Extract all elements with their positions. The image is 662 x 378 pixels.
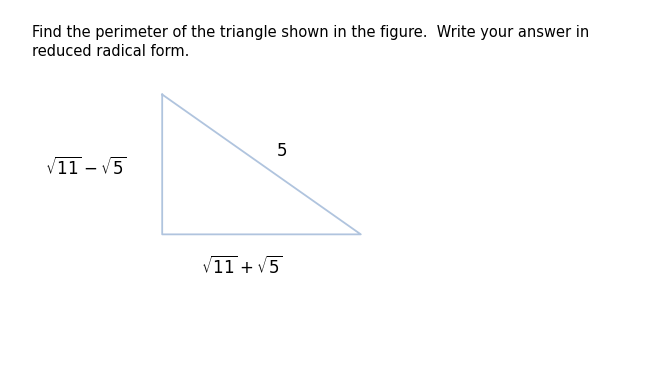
Text: $\sqrt{11}-\sqrt{5}$: $\sqrt{11}-\sqrt{5}$	[45, 157, 127, 179]
Text: $5$: $5$	[276, 142, 287, 160]
Text: Find the perimeter of the triangle shown in the figure.  Write your answer in
re: Find the perimeter of the triangle shown…	[32, 25, 589, 59]
Text: $\sqrt{11}+\sqrt{5}$: $\sqrt{11}+\sqrt{5}$	[201, 256, 283, 277]
